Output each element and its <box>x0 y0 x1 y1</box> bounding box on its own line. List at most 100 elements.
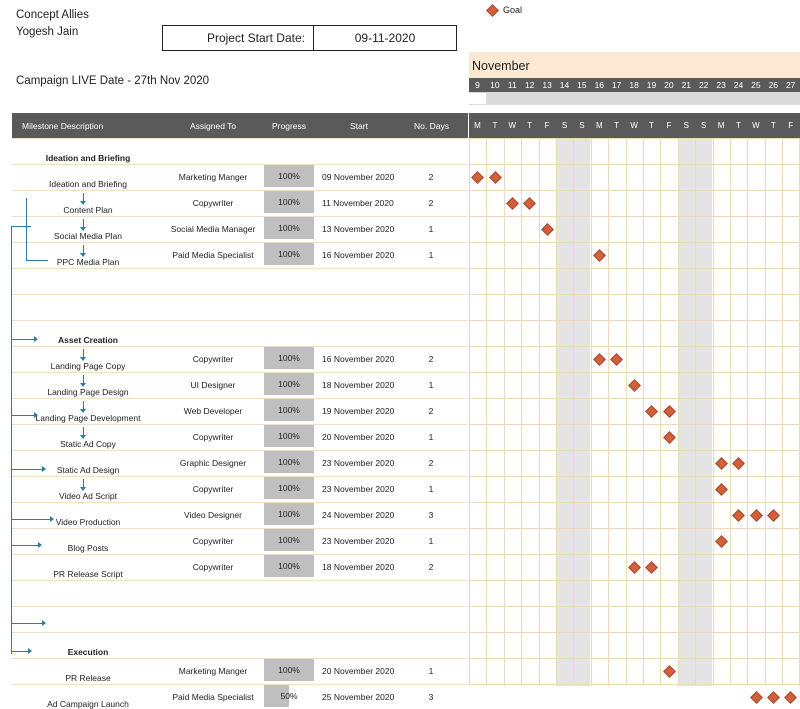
task-name: Ad Campaign Launch <box>47 699 129 709</box>
goal-diamond[interactable] <box>645 405 659 418</box>
date-number: 14 <box>559 80 570 90</box>
weekday-letter: T <box>614 121 620 130</box>
grid-vline <box>625 138 627 686</box>
task-name: Blog Posts <box>67 543 109 553</box>
progress-text: 100% <box>278 223 300 233</box>
assigned-to: Video Designer <box>184 510 242 520</box>
goal-diamond[interactable] <box>506 197 519 210</box>
progress-fill <box>264 503 314 525</box>
start-date: 24 November 2020 <box>322 510 395 520</box>
grid-vline <box>660 138 662 686</box>
weekend-column <box>695 138 713 686</box>
goal-diamond[interactable] <box>714 457 728 470</box>
dependency-line <box>83 245 84 254</box>
arrow-down-icon <box>80 253 86 257</box>
arrow-down-icon <box>80 409 86 413</box>
project-start-value[interactable]: 09-11-2020 <box>354 31 416 45</box>
weekday-letter: T <box>527 121 533 130</box>
grid-vline <box>677 138 679 686</box>
grid-vline <box>643 138 644 686</box>
table-row-divider <box>12 632 468 633</box>
grid-hline <box>469 372 800 373</box>
goal-diamond[interactable] <box>523 197 537 210</box>
legend-label: Goal <box>503 5 523 15</box>
table-row-divider <box>12 398 468 399</box>
dependency-line <box>26 260 48 261</box>
goal-diamond[interactable] <box>767 509 780 522</box>
dependency-line <box>12 545 38 546</box>
assigned-to: Copywriter <box>192 432 234 442</box>
progress-bar: 100% <box>264 477 314 499</box>
date-number: 11 <box>507 80 517 90</box>
assigned-to: Social Media Manager <box>170 224 256 234</box>
progress-text: 100% <box>278 353 300 363</box>
dependency-line <box>26 198 27 260</box>
progress-text: 100% <box>278 509 300 519</box>
date-number: 23 <box>716 80 726 90</box>
goal-diamond[interactable] <box>593 353 606 366</box>
goal-diamond[interactable] <box>627 561 641 574</box>
arrow-right-icon <box>42 620 46 626</box>
goal-diamond[interactable] <box>471 171 485 184</box>
table-row-divider <box>12 684 468 685</box>
weekday-letter: S <box>701 121 707 130</box>
start-date: 11 November 2020 <box>322 198 394 208</box>
start-date: 20 November 2020 <box>322 432 395 442</box>
duration-days: 2 <box>428 172 434 182</box>
goal-diamond[interactable] <box>662 665 676 678</box>
grid-hline <box>469 216 800 217</box>
company-name: Concept Allies <box>16 9 89 21</box>
col-milestone-header: Milestone Description <box>22 121 104 131</box>
start-date: 20 November 2020 <box>322 666 395 676</box>
table-row-divider <box>12 294 468 295</box>
goal-diamond[interactable] <box>540 223 554 236</box>
goal-diamond[interactable] <box>662 405 676 418</box>
progress-bar: 100% <box>264 555 314 577</box>
goal-diamond[interactable] <box>714 535 728 548</box>
progress-text: 100% <box>278 483 300 493</box>
progress-text: 100% <box>278 457 300 467</box>
start-date: 23 November 2020 <box>322 484 395 494</box>
task-name: Static Ad Copy <box>60 439 116 449</box>
progress-bar: 100% <box>264 243 314 265</box>
section-title: Asset Creation <box>58 335 118 345</box>
goal-diamond[interactable] <box>714 483 728 496</box>
dependency-line <box>83 401 84 410</box>
progress-fill <box>264 243 314 265</box>
start-date: 13 November 2020 <box>322 224 395 234</box>
grid-hline <box>469 502 800 503</box>
goal-diamond[interactable] <box>645 561 659 574</box>
campaign-live-date: Campaign LIVE Date - 27th Nov 2020 <box>16 75 210 87</box>
progress-text: 100% <box>278 197 300 207</box>
goal-diamond[interactable] <box>488 171 502 184</box>
goal-diamond[interactable] <box>593 249 606 262</box>
assigned-to: Copywriter <box>192 536 234 546</box>
goal-diamond[interactable] <box>749 509 763 522</box>
goal-diamond[interactable] <box>627 379 641 392</box>
goal-diamond-icon <box>486 3 499 17</box>
grid-hline <box>469 320 800 321</box>
dependency-line <box>83 427 84 436</box>
table-row-divider <box>12 164 468 165</box>
progress-bar: 100% <box>264 217 314 239</box>
goal-diamond[interactable] <box>732 457 746 470</box>
date-number: 17 <box>611 80 622 90</box>
goal-diamond[interactable] <box>732 509 746 522</box>
start-date: 19 November 2020 <box>322 406 395 416</box>
goal-diamond[interactable] <box>784 691 798 704</box>
progress-fill <box>264 399 314 421</box>
goal-diamond[interactable] <box>610 353 624 366</box>
date-number: 27 <box>785 80 796 90</box>
date-number: 13 <box>542 80 552 90</box>
goal-diamond[interactable] <box>662 431 676 444</box>
section-title: Ideation and Briefing <box>45 153 131 163</box>
weekday-letter: T <box>770 121 776 130</box>
start-date: 09 November 2020 <box>322 172 395 182</box>
progress-bar: 100% <box>264 659 314 681</box>
grid-hline <box>469 684 800 685</box>
weekday-letter: M <box>717 121 725 130</box>
task-name: Landing Page Design <box>47 387 129 397</box>
assigned-to: Copywriter <box>192 484 234 494</box>
goal-diamond[interactable] <box>749 691 763 704</box>
goal-diamond[interactable] <box>767 691 780 704</box>
